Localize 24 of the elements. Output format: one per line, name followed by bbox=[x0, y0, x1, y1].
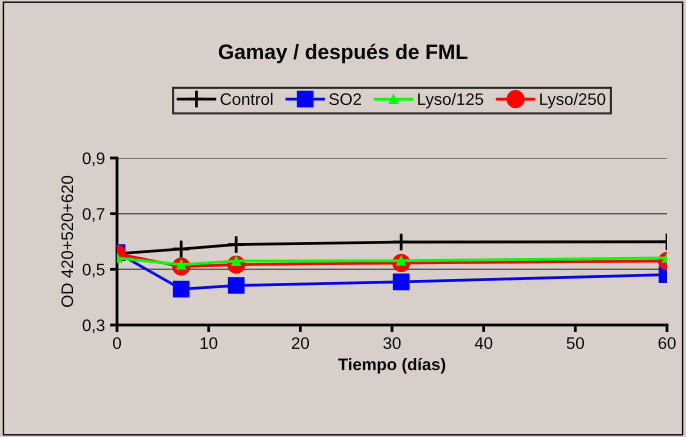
y-axis-title: OD 420+520+620 bbox=[61, 176, 74, 307]
legend-label: Control bbox=[220, 92, 272, 106]
point bbox=[171, 239, 191, 259]
point bbox=[391, 232, 411, 252]
x-tick-label: 60 bbox=[658, 337, 676, 350]
legend-label: Lyso/250 bbox=[540, 92, 606, 108]
point bbox=[228, 277, 244, 294]
point bbox=[172, 280, 190, 298]
y-tick-label: 0,3 bbox=[82, 319, 104, 334]
y-tick-label: 0,5 bbox=[82, 264, 104, 278]
y-tick-label: 0,9 bbox=[82, 152, 104, 166]
x-tick-label: 10 bbox=[200, 337, 218, 350]
legend-label: SO2 bbox=[329, 93, 362, 106]
x-tick-label: 40 bbox=[474, 337, 492, 350]
chart-title: Gamay / después de FML bbox=[218, 44, 468, 64]
y-tick-label: 0,7 bbox=[82, 208, 104, 222]
x-tick-label: 50 bbox=[566, 337, 584, 350]
point bbox=[226, 234, 246, 254]
point bbox=[392, 274, 410, 290]
x-tick-label: 20 bbox=[292, 337, 309, 350]
x-tick-label: 0 bbox=[113, 337, 121, 350]
x-axis-title: Tiempo (días) bbox=[338, 358, 446, 374]
x-tick-label: 30 bbox=[383, 337, 401, 350]
legend-label: Lyso/125 bbox=[418, 92, 484, 108]
